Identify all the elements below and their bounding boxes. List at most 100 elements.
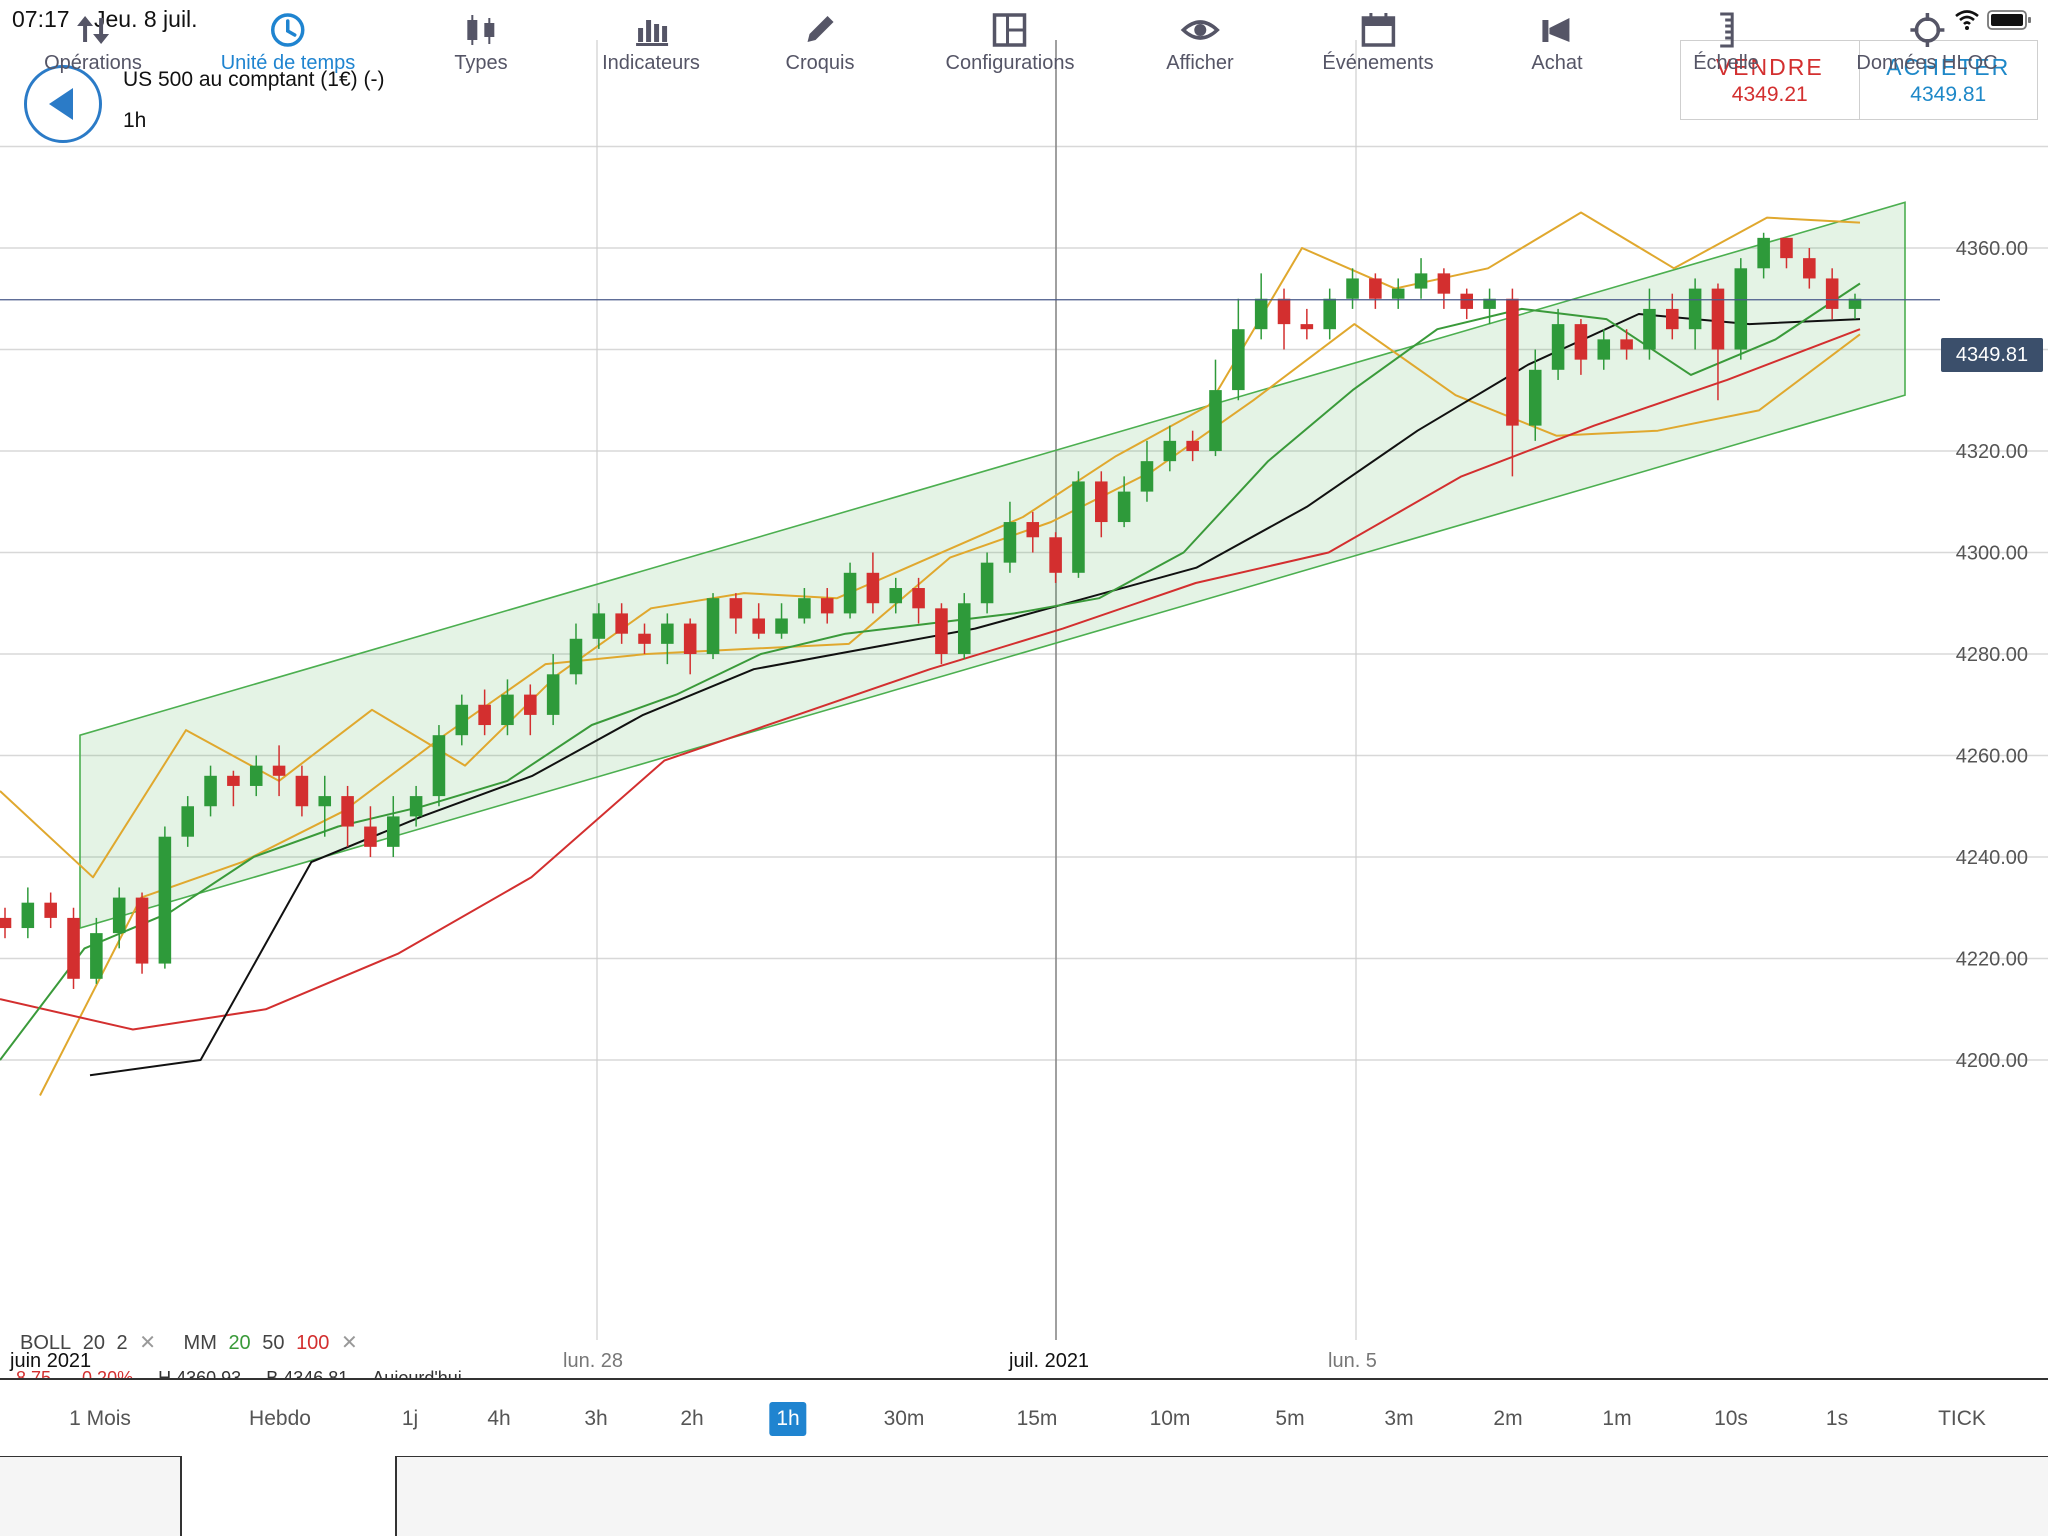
candle-body — [1506, 298, 1519, 426]
megaphone-icon — [1542, 18, 1569, 42]
candle-body — [1003, 522, 1017, 563]
candle-body — [843, 572, 857, 614]
timeframe-10s[interactable]: 10s — [1714, 1407, 1748, 1430]
toolbar-timeframe[interactable]: Unité de temps — [220, 0, 356, 80]
candle-body — [1711, 288, 1725, 350]
timeframe-4h[interactable]: 4h — [487, 1407, 511, 1430]
candle-body — [1277, 298, 1291, 325]
stats-strip: -8.75 -0.20% H 4360.93 B 4346.81 Aujourd… — [10, 1368, 482, 1381]
candle-body — [1026, 522, 1040, 538]
buy-price: 4349.81 — [1910, 82, 1987, 106]
candle-body — [1300, 324, 1314, 330]
sell-price: 4349.21 — [1731, 82, 1808, 106]
candle-body — [1734, 268, 1748, 350]
candle-body — [820, 598, 834, 614]
timeframe-5m[interactable]: 5m — [1275, 1407, 1305, 1430]
wifi-icon — [1955, 10, 1979, 30]
stat-change-pct: -0.20% — [76, 1368, 134, 1381]
candle-body — [1209, 390, 1222, 451]
chart-area[interactable]: 4360.004340.004320.004300.004280.004260.… — [0, 40, 2048, 1381]
y-axis-label: 4220.00 — [1956, 949, 2028, 971]
toolbar-purchase[interactable]: Achat — [1531, 0, 1583, 80]
back-button[interactable] — [24, 65, 102, 143]
timeframe-30m[interactable]: 30m — [883, 1407, 925, 1430]
toolbar-display[interactable]: Afficher — [1166, 0, 1234, 80]
candle-body — [158, 836, 172, 964]
candle-body — [0, 917, 12, 929]
candle-body — [866, 572, 880, 604]
mm-mid: 50 — [262, 1332, 285, 1354]
y-axis-label: 4300.00 — [1956, 543, 2028, 565]
timeframe-3h[interactable]: 3h — [584, 1407, 608, 1430]
timeframe-1s[interactable]: 1s — [1825, 1407, 1849, 1430]
candle-body — [1346, 278, 1359, 299]
toolbar-events[interactable]: Événements — [1322, 0, 1434, 80]
timeframe-1mois[interactable]: 1 Mois — [69, 1407, 131, 1430]
tab-separator — [395, 1456, 397, 1536]
toolbar-operations[interactable]: Opérations — [44, 0, 142, 80]
price-chart[interactable]: 4360.004340.004320.004300.004280.004260.… — [0, 40, 2048, 1380]
timeframe-tick[interactable]: TICK — [1938, 1407, 1986, 1430]
timeframe-3m[interactable]: 3m — [1384, 1407, 1414, 1430]
remove-boll-button[interactable]: ✕ — [139, 1332, 156, 1354]
candle-body — [478, 704, 491, 726]
candle-body — [1369, 278, 1382, 299]
toolbar-sketch[interactable]: Croquis — [785, 0, 855, 80]
timeframe-10m[interactable]: 10m — [1149, 1407, 1191, 1430]
sell-button[interactable]: VENDRE 4349.21 — [1681, 41, 1859, 119]
candle-body — [683, 623, 697, 654]
candle-body — [455, 704, 469, 736]
timeframe-bar: 1 Mois Hebdo 1j 4h 3h 2h 1h 30m 15m 10m … — [0, 1378, 2048, 1458]
y-axis-label: 4360.00 — [1956, 238, 2028, 260]
candle-body — [1460, 293, 1474, 309]
toolbar-types[interactable]: Types — [454, 0, 508, 80]
timeframe-2h[interactable]: 2h — [680, 1407, 704, 1430]
candle-body — [1049, 537, 1062, 573]
boll-dev: 2 — [116, 1332, 128, 1354]
clock-icon — [271, 13, 305, 47]
toolbar-label: Configurations — [945, 52, 1075, 74]
candle-body — [1574, 324, 1588, 360]
timeframe-2m[interactable]: 2m — [1493, 1407, 1523, 1430]
candle-body — [1254, 298, 1268, 330]
candle-body — [386, 816, 400, 847]
candle-body — [957, 603, 971, 654]
tab-separator — [180, 1456, 182, 1536]
timeframe-1h[interactable]: 1h — [769, 1402, 807, 1436]
candle-body — [1163, 440, 1177, 462]
timeframe-1m[interactable]: 1m — [1602, 1407, 1632, 1430]
stat-high: H 4360.93 — [158, 1368, 242, 1381]
instrument-name: US 500 au comptant (1€) (-) — [123, 68, 385, 91]
candle-body — [318, 796, 332, 807]
eye-icon — [1180, 20, 1220, 40]
toolbar-scale[interactable]: Échelle — [1693, 0, 1759, 80]
candle-body — [615, 613, 628, 634]
toolbar-configurations[interactable]: Configurations — [945, 0, 1075, 80]
stat-change: -8.75 — [10, 1368, 52, 1381]
toolbar-hloc-data[interactable]: Données HLOC — [1856, 0, 1998, 80]
y-axis-label: 4320.00 — [1956, 441, 2028, 463]
ma100-line — [0, 328, 1861, 1031]
candle-body — [1666, 308, 1679, 330]
toolbar-indicators[interactable]: Indicateurs — [602, 0, 700, 80]
candle-body — [1780, 237, 1793, 259]
candle-body — [524, 694, 537, 715]
buy-button[interactable]: ACHETER 4349.81 — [1858, 41, 2038, 119]
remove-mm-button[interactable]: ✕ — [341, 1332, 358, 1354]
toolbar-label: Croquis — [785, 52, 855, 74]
arrows-updown-icon — [77, 16, 109, 44]
timeframe-15m[interactable]: 15m — [1016, 1407, 1058, 1430]
timeframe-hebdo[interactable]: Hebdo — [249, 1407, 311, 1430]
toolbar-label: Indicateurs — [602, 52, 700, 74]
mm-slow: 100 — [296, 1332, 330, 1354]
candle-body — [752, 618, 765, 634]
toolbar-label: Types — [454, 52, 508, 74]
candle-body — [980, 562, 994, 604]
active-tab-panel — [181, 1456, 396, 1536]
candle-body — [341, 796, 354, 827]
candle-body — [661, 623, 674, 644]
toolbar-label: Unité de temps — [220, 52, 356, 74]
candle-body — [227, 775, 240, 786]
candle-body — [1437, 273, 1451, 294]
timeframe-1j[interactable]: 1j — [401, 1407, 419, 1430]
